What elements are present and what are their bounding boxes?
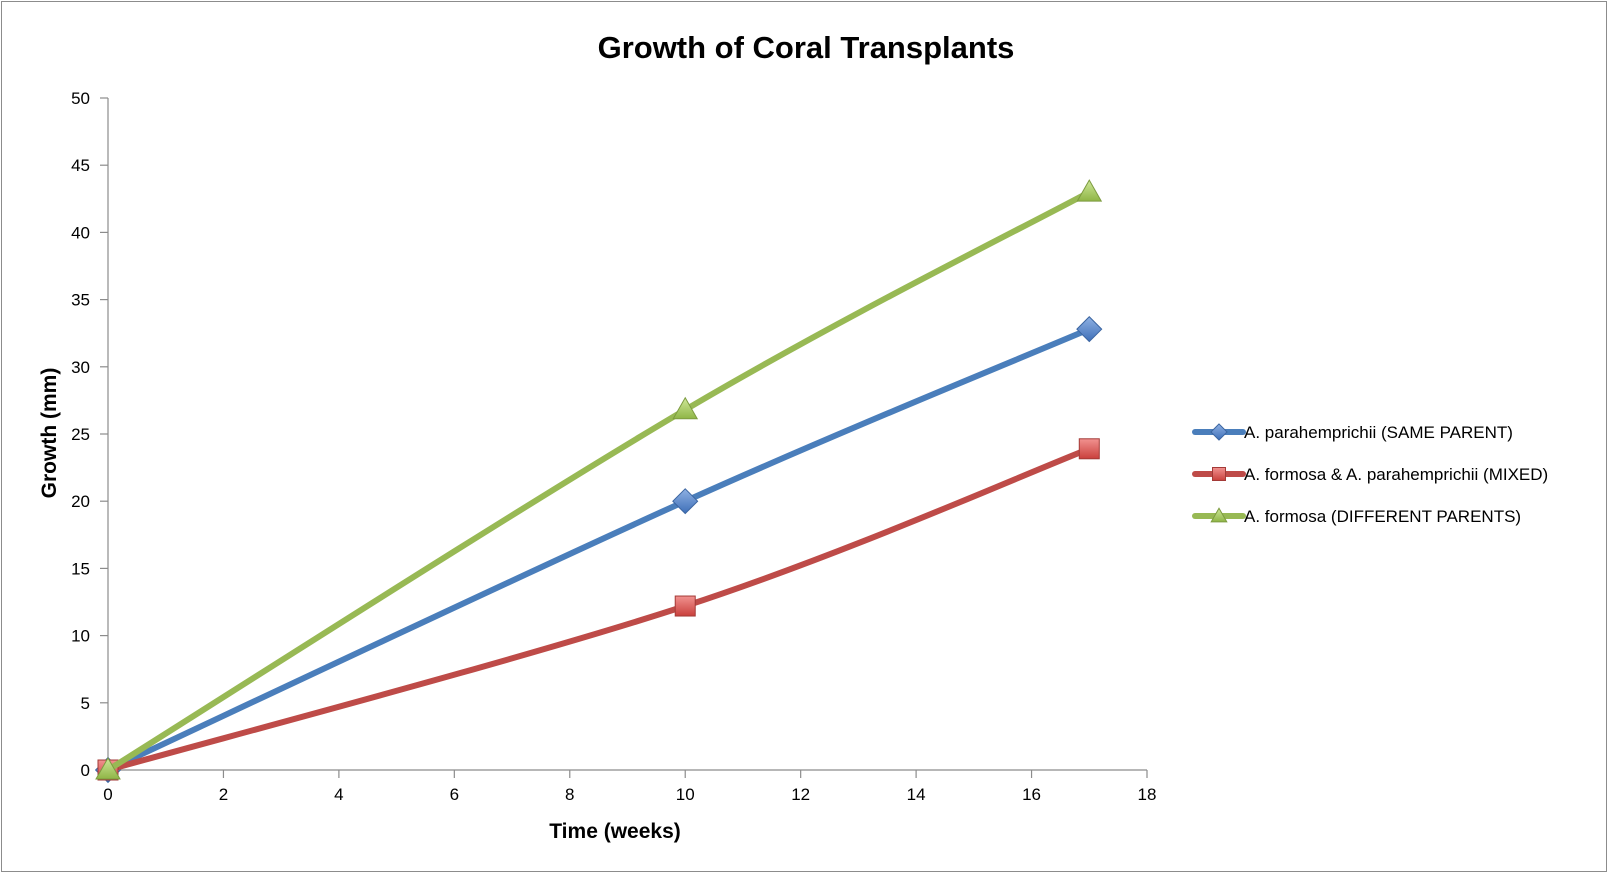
x-tick-label: 2 (219, 785, 228, 804)
x-tick-label: 16 (1022, 785, 1041, 804)
y-tick-label: 25 (71, 425, 90, 444)
x-tick-label: 0 (103, 785, 112, 804)
legend-marker (1210, 423, 1228, 441)
legend-label: A. formosa & A. parahemprichii (MIXED) (1244, 465, 1548, 484)
series-square (97, 438, 1100, 781)
y-tick-label: 45 (71, 156, 90, 175)
x-axis-title: Time (weeks) (549, 820, 681, 843)
legend-label: A. parahemprichii (SAME PARENT) (1244, 423, 1513, 442)
x-tick-label: 10 (676, 785, 695, 804)
y-tick-label: 10 (71, 627, 90, 646)
series-line-diamond (105, 326, 1093, 773)
y-axis-title: Growth (mm) (38, 368, 61, 499)
legend-label: A. formosa (DIFFERENT PARENTS) (1244, 507, 1521, 526)
data-point-triangle (672, 396, 699, 420)
y-tick-label: 35 (71, 291, 90, 310)
series-line-square (105, 445, 1093, 773)
data-point-square (1078, 438, 1100, 460)
x-tick-label: 18 (1138, 785, 1157, 804)
data-point-square (674, 595, 696, 617)
y-tick-label: 0 (81, 761, 90, 780)
series-line-triangle (105, 189, 1093, 773)
series-diamond (94, 316, 1103, 784)
legend-item: A. parahemprichii (SAME PARENT) (1192, 423, 1513, 442)
y-tick-label: 40 (71, 223, 90, 242)
data-point-diamond (672, 488, 699, 515)
legend: A. parahemprichii (SAME PARENT) A. formos… (1192, 423, 1548, 526)
x-tick-label: 12 (791, 785, 810, 804)
data-point-diamond (1076, 316, 1103, 343)
legend-marker (1212, 467, 1226, 481)
y-tick-label: 20 (71, 492, 90, 511)
y-tick-label: 5 (81, 694, 90, 713)
data-point-triangle (1076, 179, 1103, 202)
chart-title: Growth of Coral Transplants (598, 30, 1015, 65)
legend-item: A. formosa & A. parahemprichii (MIXED) (1192, 465, 1548, 484)
y-tick-label: 15 (71, 559, 90, 578)
series-group (94, 179, 1103, 784)
x-tick-label: 8 (565, 785, 574, 804)
legend-item: A. formosa (DIFFERENT PARENTS) (1192, 507, 1521, 526)
x-tick-label: 4 (334, 785, 343, 804)
y-tick-label: 30 (71, 358, 90, 377)
x-tick-label: 6 (450, 785, 459, 804)
series-triangle (95, 179, 1103, 780)
legend-marker (1210, 507, 1228, 523)
data-point-triangle (95, 756, 121, 780)
x-tick-label: 14 (907, 785, 926, 804)
axes: 0 5 10 15 20 25 30 35 40 45 50 0 2 4 6 8 10 12 14 16 18 (71, 89, 1156, 804)
y-tick-label: 50 (71, 89, 90, 108)
